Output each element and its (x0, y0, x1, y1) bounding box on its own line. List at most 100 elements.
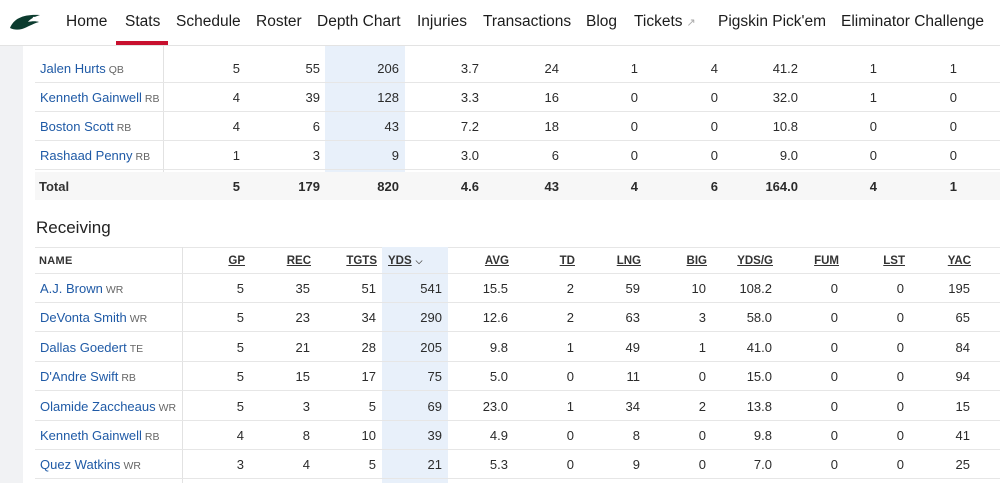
stat-cell: 0 (830, 310, 838, 326)
stat-cell: 55 (305, 61, 320, 76)
divider (35, 140, 1000, 141)
player-position: RB (116, 122, 132, 134)
column-header-yds[interactable]: YDS ⌵ (388, 255, 458, 267)
column-header-big[interactable]: BIG (686, 255, 707, 267)
nav-stats[interactable]: Stats (125, 13, 160, 31)
player-name[interactable]: Dallas Goedert (40, 339, 127, 355)
column-header-tgts[interactable]: TGTS (346, 255, 377, 267)
player-name-link[interactable]: Dallas Goedert TE (40, 340, 143, 355)
column-header-lst[interactable]: LST (883, 255, 905, 267)
stat-cell: 1 (630, 61, 638, 76)
stat-cell: 23 (295, 310, 310, 326)
player-name-link[interactable]: DeVonta Smith WR (40, 310, 147, 325)
player-name-link[interactable]: Rashaad Penny RB (40, 148, 150, 163)
stat-cell: 0 (630, 148, 638, 163)
nav-home[interactable]: Home (66, 13, 107, 31)
nav-injuries[interactable]: Injuries (417, 13, 467, 31)
stat-cell: 0 (949, 148, 957, 163)
nav-tickets[interactable]: Tickets ↗ (634, 13, 696, 31)
nav-transactions[interactable]: Transactions (483, 13, 571, 31)
stat-cell: 0 (869, 119, 877, 134)
stat-cell: 75 (427, 369, 442, 385)
stat-cell: 9 (391, 148, 399, 163)
stat-cell: 8 (302, 428, 310, 443)
stat-cell: 41.2 (772, 61, 798, 76)
player-name-link[interactable]: D'Andre Swift RB (40, 369, 136, 384)
stat-cell: 39 (305, 90, 320, 105)
divider (35, 169, 1000, 170)
nav-schedule[interactable]: Schedule (176, 13, 241, 31)
player-name-link[interactable]: Kenneth Gainwell RB (40, 428, 160, 443)
stat-cell: 290 (420, 310, 442, 326)
divider (35, 273, 1000, 274)
stat-cell: 43 (384, 119, 399, 134)
stat-cell: 4 (710, 61, 718, 76)
stat-cell: 0 (896, 428, 904, 443)
stat-cell: 195 (948, 281, 970, 296)
stat-cell: 9.8 (753, 428, 772, 443)
nav-depth-chart[interactable]: Depth Chart (317, 13, 401, 31)
stat-cell: 6 (551, 148, 559, 163)
name-column-divider (182, 247, 183, 483)
stat-cell: 35 (295, 281, 310, 296)
column-header-yds-per-g[interactable]: YDS/G (737, 255, 773, 267)
player-name[interactable]: D'Andre Swift (40, 369, 119, 385)
player-name-link[interactable]: Kenneth Gainwell RB (40, 90, 160, 105)
column-header-td[interactable]: TD (559, 255, 575, 267)
nav-blog[interactable]: Blog (586, 13, 617, 31)
stat-cell: 7.0 (753, 457, 772, 473)
player-name-link[interactable]: Quez Watkins WR (40, 457, 141, 472)
stat-cell: 17 (361, 369, 376, 385)
nav-roster[interactable]: Roster (256, 13, 302, 31)
eagles-logo-icon[interactable] (8, 12, 42, 34)
stat-cell: 4 (232, 90, 240, 105)
stat-cell: 3 (312, 148, 320, 163)
nav-eliminator-challenge[interactable]: Eliminator Challenge (841, 13, 984, 31)
total-cell: 820 (377, 179, 399, 194)
player-name[interactable]: A.J. Brown (40, 281, 103, 296)
column-header-yac[interactable]: YAC (947, 255, 971, 267)
player-position: WR (105, 284, 124, 296)
player-name[interactable]: Boston Scott (40, 119, 114, 134)
stat-cell: 0 (710, 119, 718, 134)
divider (35, 478, 1000, 480)
column-header-lng[interactable]: LNG (616, 255, 641, 267)
stat-cell: 2 (566, 281, 574, 296)
player-name-link[interactable]: Boston Scott RB (40, 119, 131, 134)
stat-cell: 3.3 (460, 90, 479, 105)
nav-pigskin-pick-em[interactable]: Pigskin Pick'em (718, 13, 826, 31)
player-name[interactable]: DeVonta Smith (40, 310, 127, 326)
nav-label: Schedule (176, 13, 241, 30)
stats-content: Jalen Hurts QB 5 55 206 3.7 24 1 4 41.2 1 1 Kenneth … (23, 46, 1000, 483)
name-column-divider (163, 46, 164, 200)
player-name-link[interactable]: Jalen Hurts QB (40, 61, 124, 76)
player-name[interactable]: Jalen Hurts (40, 61, 106, 76)
player-name[interactable]: Rashaad Penny (40, 148, 133, 163)
player-name[interactable]: Olamide Zaccheaus (40, 398, 156, 414)
stat-cell: 5 (236, 281, 244, 296)
player-name[interactable]: Kenneth Gainwell (40, 428, 142, 443)
stat-cell: 5 (232, 61, 240, 76)
nav-label: Blog (586, 13, 618, 30)
column-header-rec[interactable]: REC (286, 255, 311, 267)
player-position: RB (135, 151, 151, 163)
total-cell: 4.6 (460, 179, 479, 194)
stat-cell: 5 (236, 310, 244, 326)
nav-label: Injuries (417, 13, 467, 30)
column-header-avg[interactable]: AVG (484, 255, 509, 267)
external-link-icon: ↗ (686, 17, 696, 29)
stat-cell: 1 (566, 398, 574, 414)
column-header-gp[interactable]: GP (228, 255, 245, 267)
nav-label: Tickets (634, 13, 683, 30)
column-header-fum[interactable]: FUM (814, 255, 839, 267)
player-name-link[interactable]: A.J. Brown WR (40, 281, 123, 296)
stat-cell: 0 (830, 428, 838, 443)
divider (35, 390, 1000, 392)
player-name-link[interactable]: Olamide Zaccheaus WR (40, 399, 176, 414)
player-name[interactable]: Kenneth Gainwell (40, 90, 142, 105)
total-cell: 179 (298, 179, 320, 194)
player-name[interactable]: Quez Watkins (40, 457, 121, 473)
stat-cell: 34 (625, 398, 640, 414)
stat-cell: 2 (566, 310, 574, 326)
stat-cell: 5.0 (489, 369, 508, 385)
